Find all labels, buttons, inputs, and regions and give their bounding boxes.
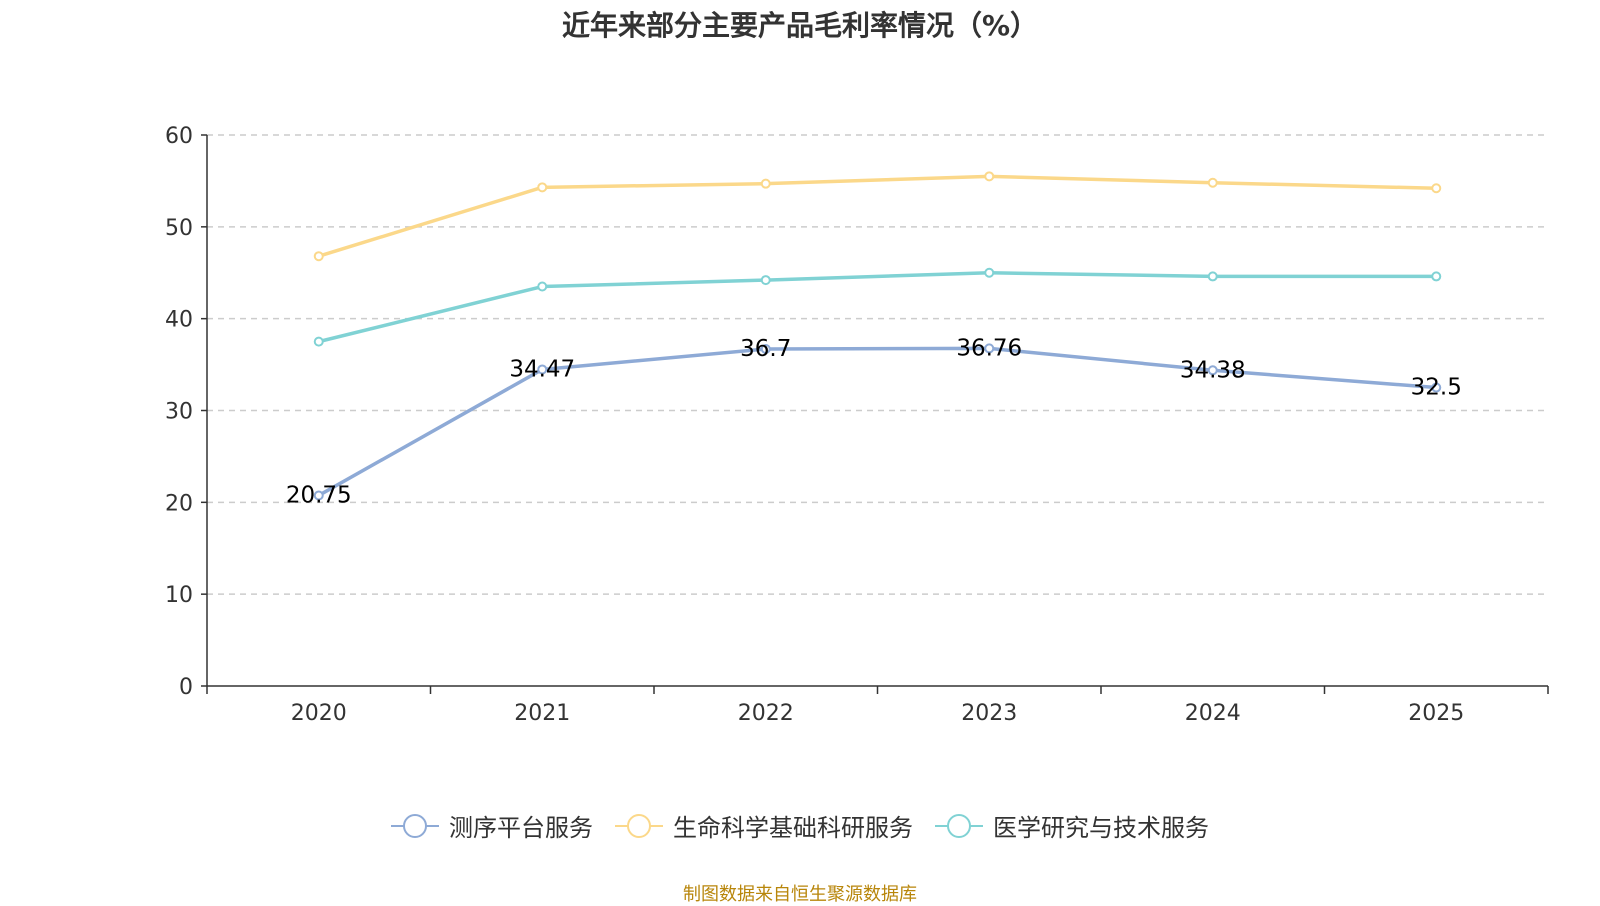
source-note: 制图数据来自恒生聚源数据库 (683, 884, 917, 905)
axes: 0 10 20 30 40 50 60 2020 2021 2022 2023 2024 2025 (165, 124, 1549, 726)
data-point (760, 343, 771, 354)
data-point (984, 171, 995, 182)
legend-item[interactable]: 测序平台服务 (391, 808, 593, 843)
x-tick-label: 2025 (1408, 701, 1464, 726)
series-line (318, 174, 1437, 258)
data-label: 36.76 (956, 335, 1022, 361)
y-tick-label: 30 (165, 400, 193, 425)
legend-label: 生命科学基础科研服务 (673, 814, 913, 842)
data-point (1207, 365, 1218, 376)
data-point (537, 182, 548, 193)
legend-marker-icon (391, 813, 439, 838)
legend-marker-icon (615, 813, 663, 838)
data-point (537, 281, 548, 292)
data-point (313, 251, 324, 262)
grid-lines (207, 134, 1548, 595)
legend-item[interactable]: 生命科学基础科研服务 (615, 808, 913, 843)
y-tick-label: 0 (179, 675, 193, 700)
data-point (313, 490, 324, 501)
data-point (984, 267, 995, 278)
y-tick-label: 10 (165, 583, 193, 608)
legend-label: 测序平台服务 (449, 814, 593, 842)
legend: 测序平台服务 生命科学基础科研服务 医学研究与技术服务 (0, 808, 1600, 843)
data-point (984, 343, 995, 354)
y-tick-label: 20 (165, 491, 193, 516)
series-line (317, 346, 1437, 497)
legend-circle (403, 813, 427, 838)
series-line (318, 271, 1437, 344)
data-point (1431, 183, 1442, 194)
series-lines (313, 171, 1442, 501)
legend-circle (627, 813, 651, 838)
data-label: 20.75 (286, 482, 352, 508)
y-tick-label: 50 (165, 216, 193, 241)
legend-circle (947, 813, 971, 838)
legend-marker-icon (935, 813, 983, 838)
data-point (537, 364, 548, 375)
y-tick-label: 60 (165, 124, 193, 149)
data-point (1431, 382, 1442, 393)
legend-item[interactable]: 医学研究与技术服务 (935, 808, 1209, 843)
data-label: 32.5 (1411, 375, 1462, 401)
x-tick-label: 2022 (738, 701, 794, 726)
data-point (1207, 271, 1218, 282)
data-point (760, 275, 771, 286)
x-tick-label: 2021 (514, 701, 570, 726)
x-tick-label: 2023 (961, 701, 1017, 726)
data-point (313, 336, 324, 347)
data-labels: 20.75 34.47 36.7 36.76 34.38 32.5 (286, 335, 1462, 508)
data-label: 36.7 (740, 336, 791, 362)
y-tick-label: 40 (165, 308, 193, 333)
data-point (1207, 177, 1218, 188)
legend-label: 医学研究与技术服务 (993, 814, 1209, 842)
data-label: 34.38 (1180, 357, 1246, 383)
data-label: 34.47 (509, 356, 575, 382)
x-tick-label: 2020 (291, 701, 347, 726)
x-tick-label: 2024 (1185, 701, 1241, 726)
data-point (1431, 271, 1442, 282)
chart-title: 近年来部分主要产品毛利率情况（%） (561, 9, 1039, 42)
data-point (760, 178, 771, 189)
